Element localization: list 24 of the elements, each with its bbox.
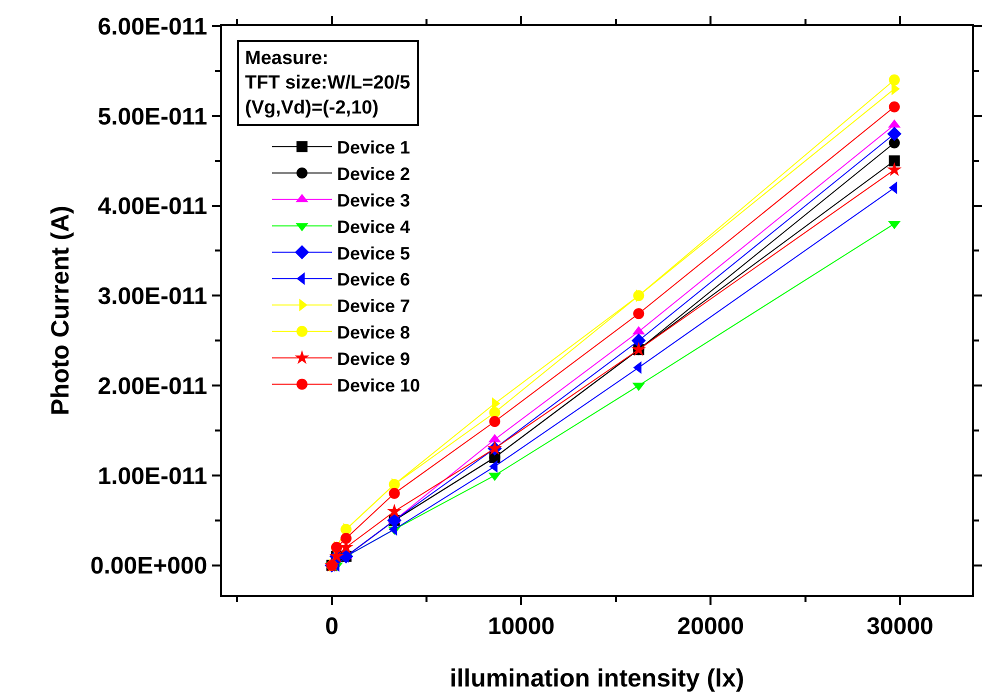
- legend-label: Device 6: [337, 270, 410, 290]
- x-tick-label: 10000: [488, 612, 555, 640]
- legend-label: Device 8: [337, 322, 410, 342]
- y-tick-label: 0.00E+000: [90, 552, 208, 580]
- x-tick-label: 30000: [866, 612, 934, 640]
- y-tick-label: 3.00E-011: [98, 283, 208, 310]
- legend-label: Device 4: [337, 216, 410, 237]
- legend-label: Device 10: [337, 375, 420, 396]
- annotation: Measure: TFT size:W/L=20/5 (Vg,Vd)=(-2,10): [245, 48, 411, 118]
- y-axis-title: Photo Current (A): [46, 206, 75, 416]
- y-tick-label: 4.00E-011: [98, 193, 208, 220]
- x-axis-title: illumination intensity (lx): [450, 664, 744, 692]
- y-tick-label: 5.00E-011: [98, 103, 208, 130]
- legend-label: Device 7: [337, 296, 410, 316]
- y-tick-label: 2.00E-011: [98, 372, 208, 400]
- x-tick-label: 20000: [677, 612, 744, 640]
- x-tick-label: 0: [325, 612, 339, 640]
- legend-label: Device 3: [337, 190, 410, 210]
- legend-label: Device 5: [337, 243, 410, 264]
- y-tick-label: 1.00E-011: [98, 462, 208, 490]
- legend-label: Device 1: [337, 138, 410, 158]
- legend-label: Device 9: [337, 348, 410, 369]
- legend-label: Device 2: [337, 164, 410, 184]
- y-tick-label: 6.00E-011: [98, 13, 208, 40]
